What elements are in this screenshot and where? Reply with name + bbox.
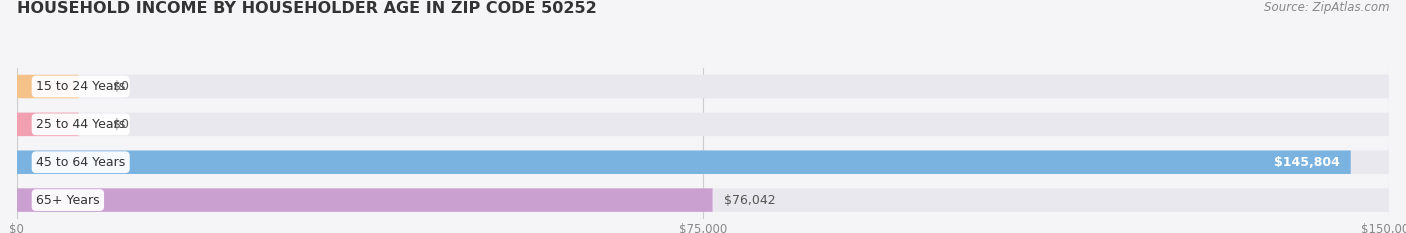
FancyBboxPatch shape [17,188,1389,212]
Text: Source: ZipAtlas.com: Source: ZipAtlas.com [1264,1,1389,14]
Text: 45 to 64 Years: 45 to 64 Years [37,156,125,169]
FancyBboxPatch shape [17,151,1351,174]
Text: HOUSEHOLD INCOME BY HOUSEHOLDER AGE IN ZIP CODE 50252: HOUSEHOLD INCOME BY HOUSEHOLDER AGE IN Z… [17,1,596,16]
Text: $145,804: $145,804 [1274,156,1340,169]
Text: $0: $0 [112,80,129,93]
FancyBboxPatch shape [17,113,1389,136]
Text: $0: $0 [112,118,129,131]
Text: $76,042: $76,042 [724,194,775,207]
Text: 65+ Years: 65+ Years [37,194,100,207]
Text: 15 to 24 Years: 15 to 24 Years [37,80,125,93]
FancyBboxPatch shape [17,75,79,98]
FancyBboxPatch shape [17,113,79,136]
FancyBboxPatch shape [17,151,1389,174]
FancyBboxPatch shape [17,75,1389,98]
Text: 25 to 44 Years: 25 to 44 Years [37,118,125,131]
FancyBboxPatch shape [17,188,713,212]
